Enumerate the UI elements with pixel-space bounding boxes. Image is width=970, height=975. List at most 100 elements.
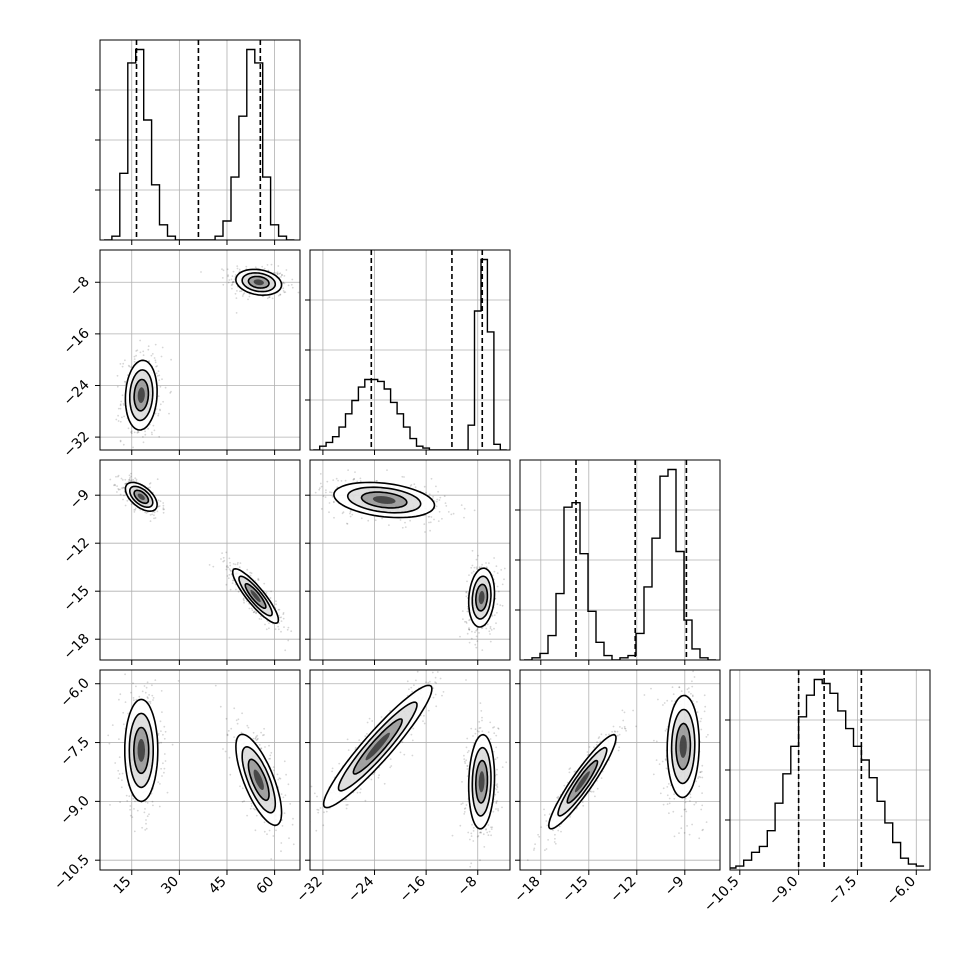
- sample-point: [594, 795, 596, 798]
- contour-line: [547, 733, 617, 830]
- sample-point: [282, 613, 285, 615]
- sample-point: [427, 681, 430, 684]
- panel-frame: [309, 669, 511, 871]
- sample-point: [137, 431, 140, 434]
- sample-point: [495, 784, 497, 787]
- sample-point: [157, 781, 160, 783]
- sample-point: [582, 804, 585, 807]
- sample-point: [125, 794, 128, 797]
- sample-point: [696, 711, 699, 713]
- sample-point: [470, 835, 473, 837]
- sample-point: [108, 742, 111, 745]
- sample-point: [268, 758, 270, 760]
- sample-point: [284, 649, 287, 652]
- sample-point: [684, 808, 687, 811]
- sample-point: [381, 517, 383, 520]
- sample-point: [266, 297, 269, 300]
- sample-point: [495, 801, 498, 804]
- sample-point: [253, 808, 256, 811]
- x-tick-label: −9: [662, 874, 688, 900]
- sample-point: [283, 856, 285, 858]
- sample-point: [680, 690, 683, 692]
- sample-point: [482, 833, 485, 836]
- contour-line: [337, 701, 418, 792]
- sample-point: [124, 673, 126, 676]
- x-tick-label: −8: [455, 874, 481, 900]
- sample-point: [489, 721, 492, 724]
- sample-point: [488, 830, 491, 833]
- sample-point: [126, 800, 129, 802]
- sample-point: [277, 294, 280, 297]
- sample-point: [116, 374, 119, 377]
- density-fill-core: [478, 771, 485, 793]
- sample-point: [130, 475, 132, 478]
- sample-point: [701, 776, 704, 779]
- sample-point: [221, 268, 223, 270]
- sample-point: [423, 485, 426, 488]
- sample-point: [163, 725, 166, 728]
- sample-point: [281, 880, 283, 882]
- sample-point: [161, 346, 164, 349]
- sample-point: [137, 430, 139, 433]
- sample-point: [260, 747, 262, 750]
- sample-point: [282, 290, 285, 292]
- sample-point: [496, 572, 499, 574]
- sample-point: [475, 566, 478, 569]
- sample-point: [256, 738, 259, 741]
- sample-point: [664, 729, 667, 732]
- sample-point: [691, 685, 694, 688]
- sample-point: [689, 793, 692, 796]
- sample-point: [349, 515, 352, 518]
- sample-point: [250, 572, 253, 575]
- sample-point: [247, 298, 249, 301]
- sample-point: [145, 822, 147, 825]
- sample-point: [435, 505, 438, 508]
- contour-line: [124, 698, 159, 803]
- sample-point: [505, 761, 508, 764]
- sample-point: [488, 562, 490, 564]
- sample-point: [546, 824, 549, 827]
- sample-point: [497, 808, 499, 810]
- sample-point: [700, 728, 703, 731]
- sample-point: [277, 625, 280, 628]
- y-tick-label: −7.5: [57, 734, 92, 769]
- sample-point: [556, 796, 558, 799]
- sample-point: [427, 709, 430, 712]
- sample-point: [586, 751, 589, 753]
- sample-point: [695, 801, 697, 804]
- sample-point: [568, 771, 571, 774]
- density-fill-core: [250, 589, 261, 603]
- sample-point: [240, 290, 243, 293]
- sample-point: [149, 486, 151, 489]
- contour-line: [471, 746, 492, 817]
- sample-point: [266, 264, 269, 266]
- sample-point: [158, 742, 161, 745]
- panel-content: [100, 40, 300, 240]
- contour-line: [133, 489, 150, 505]
- sample-point: [471, 564, 474, 567]
- sample-point: [163, 737, 166, 740]
- contour-line: [666, 694, 700, 799]
- sample-point: [344, 798, 347, 801]
- sample-point: [316, 795, 318, 798]
- sample-point: [495, 746, 498, 749]
- sample-point: [431, 671, 434, 674]
- sample-point: [263, 734, 265, 736]
- sample-point: [700, 717, 703, 720]
- contour-line: [346, 486, 422, 514]
- sample-point: [230, 727, 233, 730]
- sample-point: [111, 724, 114, 726]
- sample-point: [117, 488, 120, 491]
- sample-point: [139, 339, 142, 342]
- sample-point: [275, 829, 277, 832]
- sample-point: [702, 828, 704, 831]
- sample-point: [152, 424, 155, 427]
- sample-point: [263, 727, 265, 730]
- sample-point: [278, 622, 280, 624]
- sample-point: [481, 730, 484, 733]
- sample-point: [155, 372, 158, 375]
- panel-content: [283, 670, 510, 870]
- sample-point: [332, 500, 335, 503]
- sample-point: [469, 838, 471, 841]
- sample-point: [132, 478, 135, 481]
